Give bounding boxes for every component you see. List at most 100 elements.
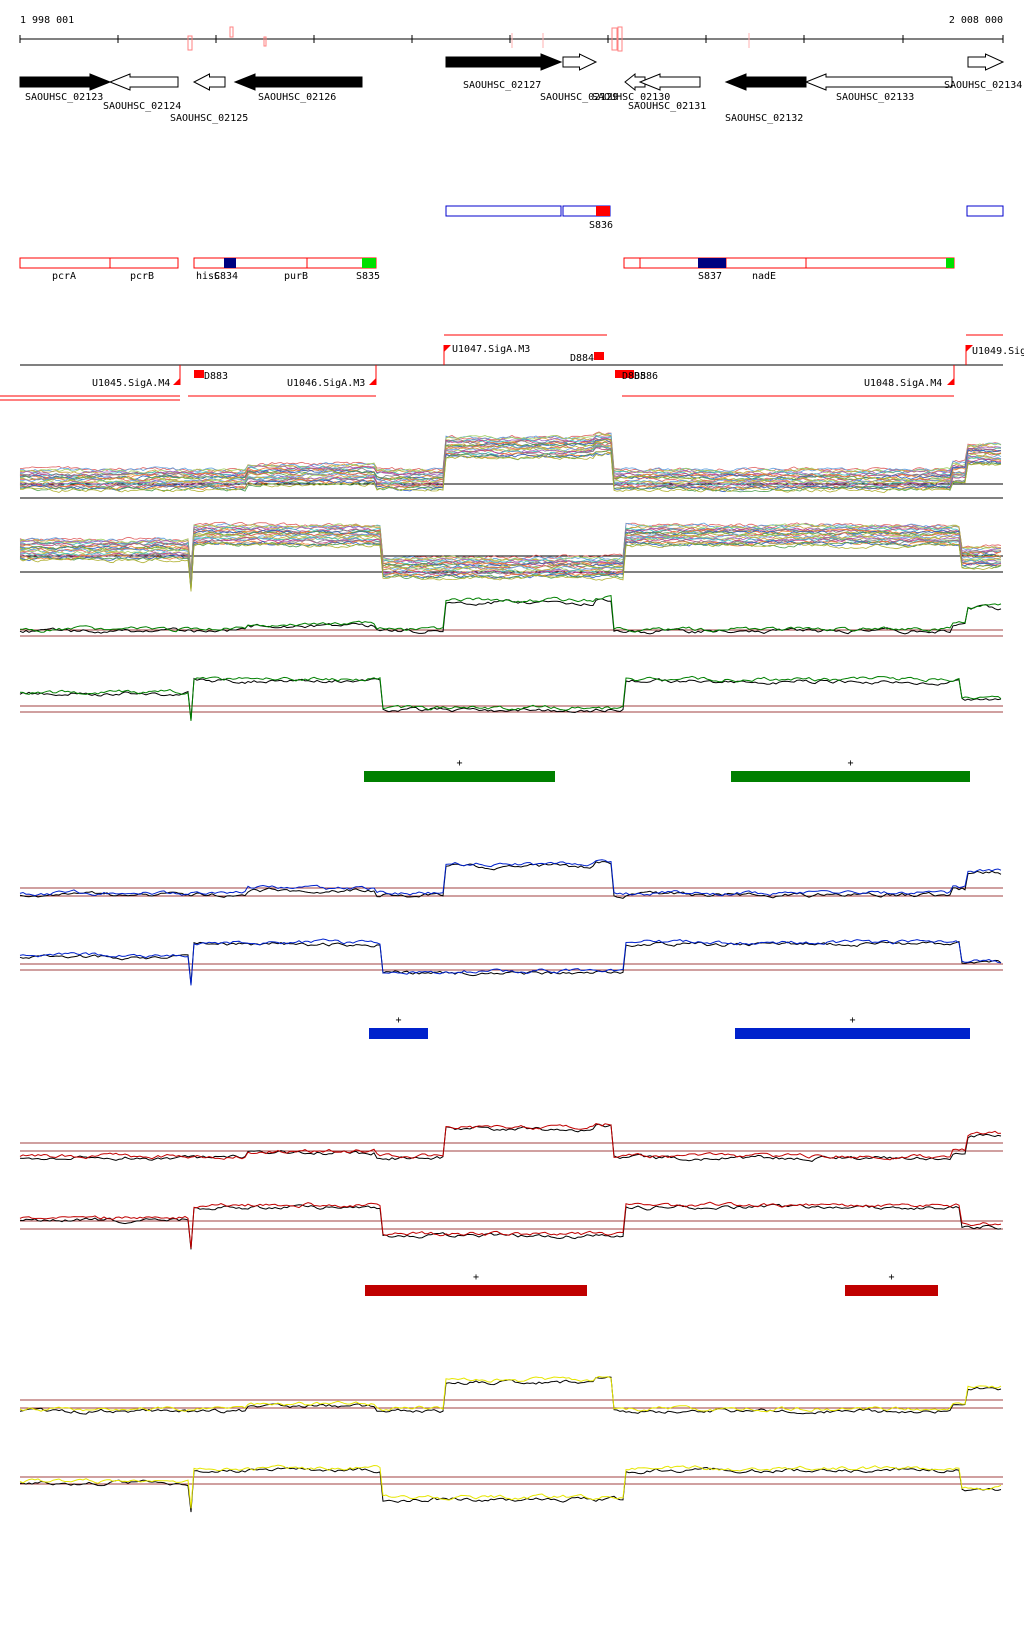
feature-marker <box>596 206 610 216</box>
sample-profile <box>19 531 1002 582</box>
ruler-marker <box>263 36 267 47</box>
feature-box <box>19 257 111 269</box>
feature-label: S834 <box>214 271 238 282</box>
gene-label: SAOUHSC_02130 <box>592 92 670 103</box>
feature-label: hisC <box>196 271 220 282</box>
region-bar <box>735 1028 970 1039</box>
feature-marker <box>362 258 376 268</box>
region-label: + <box>888 1272 894 1283</box>
sample-profile <box>19 438 1002 480</box>
reference-profile <box>19 1203 1002 1250</box>
feature-marker <box>698 258 726 268</box>
feature-box <box>639 257 955 269</box>
region-label: + <box>847 758 853 769</box>
promoter-label: D883 <box>204 371 228 382</box>
condition-profile <box>19 675 1002 721</box>
promoter-flag-tip <box>966 345 973 352</box>
condition-profile <box>19 1123 1002 1161</box>
gene-label: SAOUHSC_02126 <box>258 92 336 103</box>
sample-profile <box>20 526 1002 579</box>
sample-profile <box>19 431 1002 473</box>
condition-panels: + + + + + + <box>19 595 1003 1513</box>
sample-profile <box>19 541 1002 592</box>
sample-profile <box>20 452 1002 494</box>
feature-marker <box>946 258 954 268</box>
sample-profile <box>20 432 1002 474</box>
feature-label: S836 <box>589 220 613 231</box>
gene-label: SAOUHSC_02131 <box>628 101 706 112</box>
gene-arrow <box>562 53 598 71</box>
condition-profile <box>19 595 1002 633</box>
promoter-flag-tip <box>947 378 954 385</box>
gene-arrow <box>19 73 112 91</box>
promoter-marker <box>624 370 634 378</box>
condition-profile <box>19 859 1002 897</box>
gene-arrow <box>108 73 179 91</box>
sample-profile <box>19 525 1002 575</box>
sample-profile <box>19 523 1002 575</box>
promoter-label: U1048.SigA.M4 <box>864 378 942 389</box>
gene-arrow <box>724 73 807 91</box>
sample-profile <box>19 439 1002 483</box>
promoter-label: D885 <box>622 371 646 382</box>
multi-sample-profiles <box>19 431 1003 592</box>
feature-label: S835 <box>356 271 380 282</box>
region-bar <box>369 1028 428 1039</box>
sample-profile <box>19 536 1002 586</box>
sample-profile <box>19 537 1002 588</box>
promoter-marker <box>615 370 625 378</box>
gene-label: SAOUHSC_02123 <box>25 92 103 103</box>
region-bar <box>365 1285 587 1296</box>
region-label: + <box>473 1272 479 1283</box>
sample-profile <box>19 434 1001 476</box>
gene-arrow <box>192 73 226 91</box>
feature-label: nadE <box>752 271 776 282</box>
sample-profile <box>19 528 1002 581</box>
promoter-label: U1049.SigA <box>972 346 1024 357</box>
gene-label: SAOUHSC_02132 <box>725 113 803 124</box>
feature-box <box>445 205 562 217</box>
promoter-flag-tip <box>369 378 376 385</box>
reference-profile <box>19 940 1002 985</box>
gene-arrow <box>624 72 646 92</box>
feature-marker <box>224 258 236 268</box>
feature-box <box>193 257 377 269</box>
feature-label: pcrA <box>52 271 76 282</box>
region-label: + <box>456 758 462 769</box>
region-bar <box>845 1285 938 1296</box>
feature-label: S837 <box>698 271 722 282</box>
ruler-ticks <box>19 35 1004 43</box>
promoter-label: U1045.SigA.M4 <box>92 378 170 389</box>
ruler-marker <box>617 26 623 52</box>
gene-arrow <box>445 53 563 71</box>
promoter-label: D884 <box>570 353 594 364</box>
promoter-flag-tip <box>173 378 180 385</box>
reference-profile <box>19 1123 1002 1162</box>
promoter-marker <box>594 352 604 360</box>
sample-profile <box>19 542 1002 592</box>
sample-profile <box>19 441 1002 482</box>
promoter-flag-tip <box>444 345 451 352</box>
reference-profile <box>19 1466 1002 1513</box>
reference-profile <box>19 861 1002 899</box>
feature-label: purB <box>284 271 308 282</box>
region-label: + <box>849 1015 855 1026</box>
reference-profile <box>19 677 1002 720</box>
condition-profile <box>19 1201 1002 1249</box>
gene-label: SAOUHSC_02133 <box>836 92 914 103</box>
gene-label: SAOUHSC_02125 <box>170 113 248 124</box>
gene-label: SAOUHSC_02134 <box>944 80 1022 91</box>
sample-profile <box>19 532 1002 584</box>
gene-label: SAOUHSC_02129 <box>540 92 618 103</box>
ruler-marker <box>229 26 234 38</box>
ruler-start-label: 1 998 001 <box>20 15 74 26</box>
feature-label: pcrB <box>130 271 154 282</box>
region-bar <box>731 771 970 782</box>
promoter-label: U1047.SigA.M3 <box>452 344 530 355</box>
region-label: + <box>395 1015 401 1026</box>
condition-profile <box>19 1375 1002 1413</box>
feature-box <box>623 257 641 269</box>
